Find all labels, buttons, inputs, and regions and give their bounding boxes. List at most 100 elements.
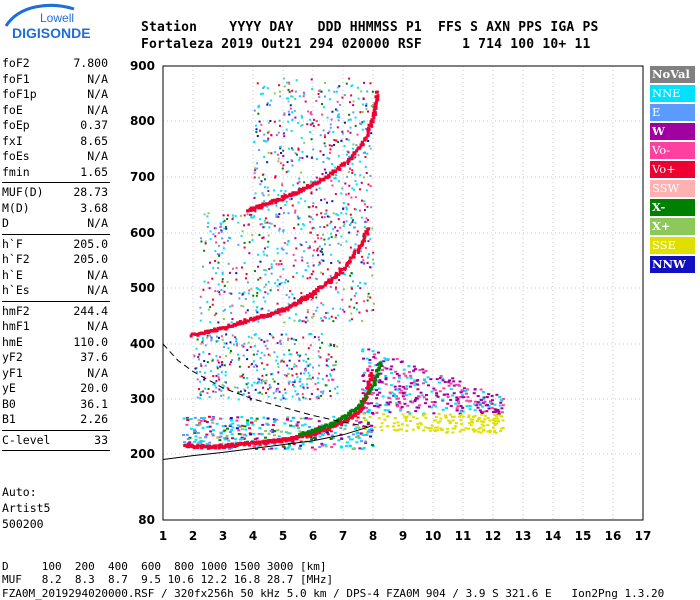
echo-dot bbox=[269, 104, 272, 107]
echo-dot bbox=[342, 207, 345, 210]
y-tick-label: 500 bbox=[130, 281, 155, 295]
echo-dot bbox=[330, 261, 333, 264]
echo-dot bbox=[306, 311, 309, 314]
trace-echo bbox=[245, 319, 249, 323]
echo-dot bbox=[286, 97, 289, 100]
echo-dot bbox=[287, 240, 290, 243]
param-row: foF1 N/A bbox=[2, 72, 108, 88]
echo-dot bbox=[330, 220, 333, 223]
echo-dot bbox=[204, 364, 207, 367]
echo-dot bbox=[237, 429, 241, 432]
echo-dot bbox=[417, 406, 421, 409]
echo-dot bbox=[330, 253, 333, 256]
echo-dot bbox=[212, 266, 215, 269]
echo-dot bbox=[307, 247, 310, 250]
echo-dot bbox=[325, 384, 328, 387]
echo-dot bbox=[318, 187, 321, 190]
echo-dot bbox=[369, 184, 372, 187]
param-label: yF2 bbox=[2, 350, 23, 364]
echo-dot bbox=[335, 90, 338, 93]
echo-dot bbox=[256, 291, 259, 294]
echo-dot bbox=[336, 291, 339, 294]
echo-dot bbox=[401, 395, 405, 398]
param-row: hmE 110.0 bbox=[2, 335, 108, 351]
y-tick-label: 800 bbox=[130, 114, 155, 128]
echo-dot bbox=[362, 259, 365, 262]
echo-dot bbox=[227, 439, 231, 442]
echo-dot bbox=[311, 376, 314, 379]
echo-dot bbox=[200, 390, 203, 393]
echo-dot bbox=[271, 372, 274, 375]
echo-dot bbox=[294, 90, 297, 93]
echo-dot bbox=[342, 308, 345, 311]
echo-dot bbox=[473, 403, 477, 406]
echo-dot bbox=[482, 410, 486, 413]
echo-dot bbox=[392, 393, 396, 396]
echo-dot bbox=[201, 337, 204, 340]
echo-dot bbox=[264, 382, 267, 385]
echo-dot bbox=[264, 178, 267, 181]
echo-dot bbox=[294, 259, 297, 262]
echo-dot bbox=[448, 379, 452, 382]
trace-echo bbox=[347, 411, 351, 415]
echo-dot bbox=[245, 273, 248, 276]
echo-dot bbox=[424, 393, 428, 396]
param-label: hmF2 bbox=[2, 303, 30, 318]
echo-dot bbox=[476, 401, 480, 404]
echo-dot bbox=[320, 258, 323, 261]
echo-dot bbox=[363, 203, 366, 206]
echo-dot bbox=[283, 77, 286, 80]
echo-dot bbox=[409, 400, 413, 403]
trace-echo bbox=[340, 162, 344, 166]
echo-dot bbox=[426, 384, 430, 387]
echo-dot bbox=[290, 367, 293, 370]
echo-dot bbox=[364, 165, 367, 168]
param-label: foF1p bbox=[2, 87, 37, 101]
echo-dot bbox=[315, 309, 318, 312]
echo-dot bbox=[201, 341, 204, 344]
echo-dot bbox=[239, 375, 242, 378]
trace-echo bbox=[354, 411, 358, 415]
echo-dot bbox=[285, 170, 288, 173]
echo-dot bbox=[355, 436, 359, 439]
echo-dot bbox=[225, 437, 229, 440]
trace-echo bbox=[330, 422, 334, 426]
echo-dot bbox=[441, 379, 445, 382]
trace-echo bbox=[327, 173, 331, 177]
echo-dot bbox=[371, 274, 374, 277]
echo-dot bbox=[317, 420, 321, 423]
echo-dot bbox=[317, 350, 320, 353]
echo-dot bbox=[212, 233, 215, 236]
echo-dot bbox=[277, 263, 280, 266]
echo-dot bbox=[310, 333, 313, 336]
echo-dot bbox=[304, 369, 307, 372]
echo-dot bbox=[207, 212, 210, 215]
echo-dot bbox=[482, 424, 486, 427]
echo-dot bbox=[226, 386, 229, 389]
echo-dot bbox=[316, 247, 319, 250]
echo-dot bbox=[203, 249, 206, 252]
echo-dot bbox=[311, 254, 314, 257]
echo-dot bbox=[326, 433, 330, 436]
footer-file-info: FZA0M_2019294020000.RSF / 320fx256h 50 k… bbox=[2, 587, 665, 600]
echo-dot bbox=[451, 419, 455, 422]
trace-echo bbox=[296, 191, 300, 195]
echo-dot bbox=[287, 382, 290, 385]
trace-echo bbox=[366, 227, 370, 231]
echo-dot bbox=[373, 357, 377, 360]
echo-dot bbox=[312, 205, 315, 208]
echo-dot bbox=[442, 387, 446, 390]
echo-dot bbox=[312, 315, 315, 318]
echo-dot bbox=[256, 353, 259, 356]
echo-dot bbox=[419, 391, 423, 394]
echo-dot bbox=[254, 124, 257, 127]
echo-dot bbox=[330, 356, 333, 359]
echo-dot bbox=[323, 216, 326, 219]
echo-dot bbox=[325, 374, 328, 377]
echo-dot bbox=[380, 422, 384, 425]
echo-dot bbox=[331, 200, 334, 203]
echo-dot bbox=[300, 228, 303, 231]
trace-echo bbox=[353, 249, 357, 253]
echo-dot bbox=[409, 374, 413, 377]
echo-dot bbox=[386, 358, 390, 361]
